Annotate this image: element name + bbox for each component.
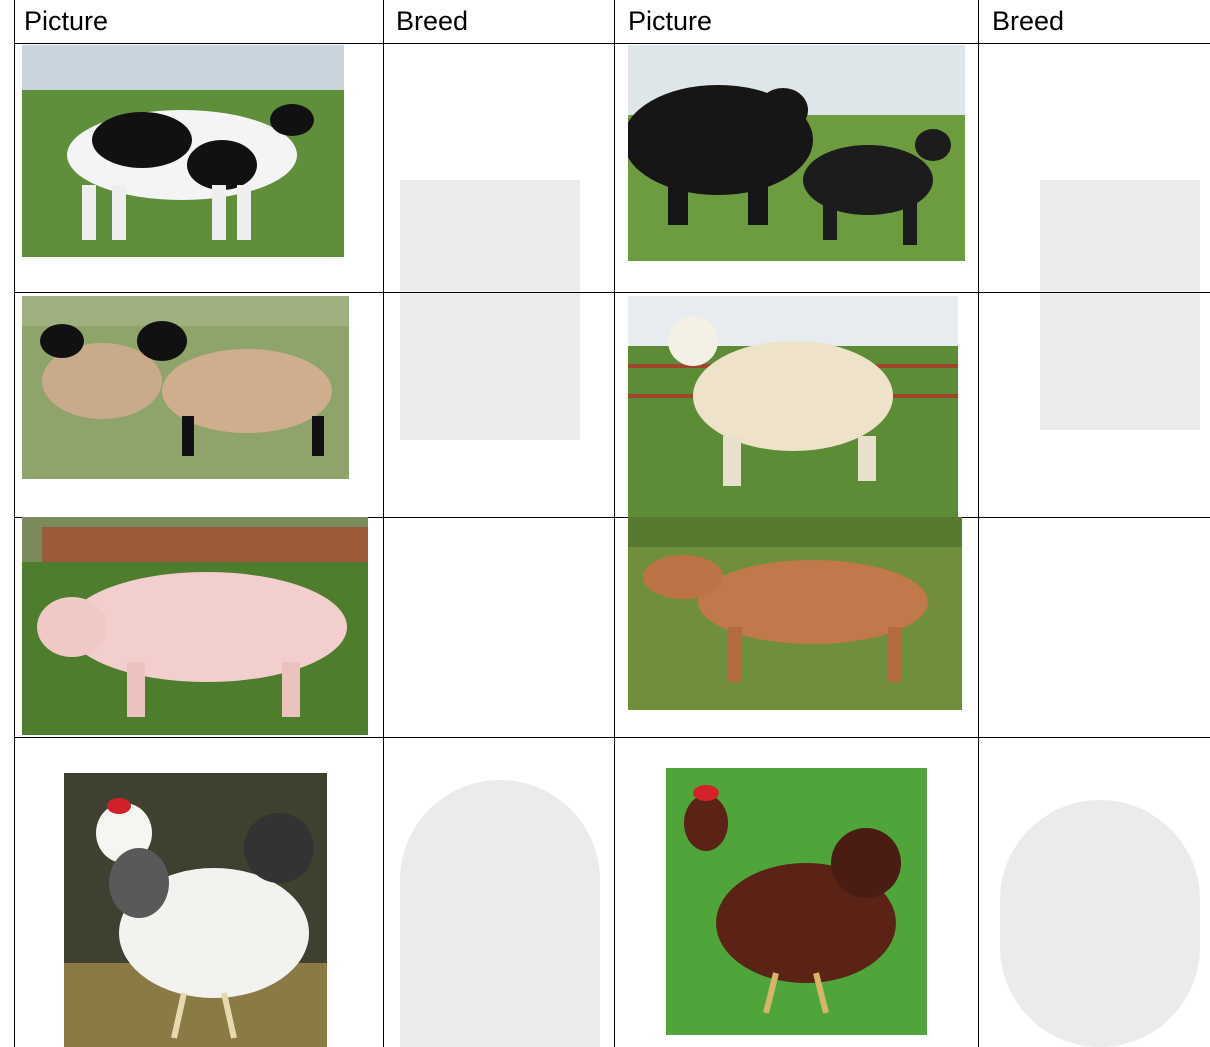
hen-photo [64, 773, 327, 1047]
header-cell: Picture [628, 6, 713, 36]
pig-photo [628, 517, 962, 710]
header-cell: Breed [992, 6, 1065, 36]
table-border [14, 517, 1210, 518]
cow-photo [628, 45, 965, 261]
table-border [14, 737, 1210, 738]
pig-photo [22, 517, 368, 735]
cow-photo [22, 45, 344, 257]
watermark [1000, 800, 1200, 1047]
table-border [978, 0, 979, 1047]
table-border [14, 0, 15, 1047]
table-border [614, 0, 615, 1047]
table-border [383, 0, 384, 1047]
watermark [400, 180, 580, 440]
sheep-photo [22, 296, 349, 479]
header-cell: Picture [24, 6, 109, 36]
hen-photo [666, 768, 927, 1035]
sheep-photo [628, 296, 958, 517]
watermark [400, 780, 600, 1047]
header-cell: Breed [396, 6, 469, 36]
watermark [1040, 180, 1200, 430]
table-border [14, 292, 1210, 293]
table-border [14, 43, 1210, 44]
